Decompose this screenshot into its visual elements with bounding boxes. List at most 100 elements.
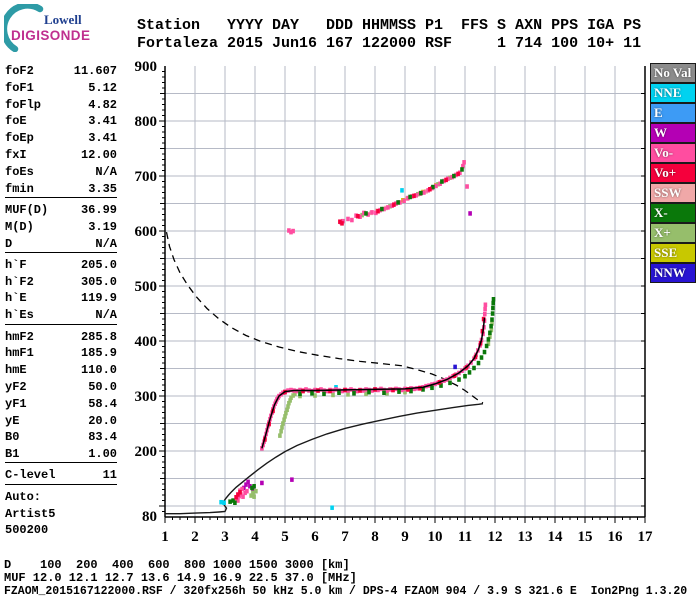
param-value: 3.19 xyxy=(88,219,117,234)
echo-point-x- xyxy=(310,391,314,396)
echo-point-w xyxy=(244,482,248,487)
echo-point-x+ xyxy=(279,429,283,434)
param-value: N/A xyxy=(95,308,117,323)
echo-point-vo- xyxy=(426,188,430,193)
echo-point-vo- xyxy=(454,172,458,178)
param-separator xyxy=(5,483,117,485)
echo-point-vo- xyxy=(245,488,249,494)
echo-point-vo- xyxy=(370,388,374,393)
param-name: hmF1 xyxy=(5,346,34,361)
param-row: Artist5 xyxy=(5,507,117,523)
x-axis-label: 1 xyxy=(161,529,169,545)
param-separator xyxy=(5,323,117,325)
echo-point-vo- xyxy=(385,388,389,393)
echo-point-x+ xyxy=(254,488,258,494)
echo-point-vo- xyxy=(362,210,366,216)
echo-point-x+ xyxy=(293,391,297,397)
echo-point-vo- xyxy=(319,387,323,392)
echo-point-vo+ xyxy=(392,202,396,207)
echo-point-vo- xyxy=(434,183,438,189)
echo-point-x- xyxy=(490,311,495,316)
echo-point-vo- xyxy=(346,216,350,222)
x-axis-label: 6 xyxy=(311,529,319,545)
file-info-row: FZAOM_2015167122000.RSF / 320fx256h 50 k… xyxy=(4,585,688,598)
param-name: yF2 xyxy=(5,379,27,394)
param-name: yF1 xyxy=(5,396,27,411)
echo-point-nne xyxy=(400,188,404,193)
param-value: 3.41 xyxy=(88,131,117,146)
param-value: 36.99 xyxy=(80,202,117,217)
echo-point-x- xyxy=(252,484,256,489)
param-value: 11.607 xyxy=(73,64,117,78)
echo-point-vo- xyxy=(240,486,244,492)
echo-point-x- xyxy=(467,370,472,375)
echo-point-x+ xyxy=(280,425,284,430)
echo-point-x+ xyxy=(346,392,350,397)
echo-point-x+ xyxy=(249,493,253,498)
echo-point-x- xyxy=(322,391,326,397)
echo-point-vo- xyxy=(358,214,362,219)
echo-point-x- xyxy=(460,167,464,172)
echo-point-vo+ xyxy=(412,193,416,199)
param-row: yF1 58.4 xyxy=(5,397,117,413)
echo-point-vo+ xyxy=(456,171,460,177)
param-value: N/A xyxy=(95,236,117,251)
echo-point-vo- xyxy=(450,174,454,180)
echo-point-vo- xyxy=(370,210,374,215)
param-row: h`E 119.9 xyxy=(5,291,117,307)
echo-point-vo- xyxy=(438,181,442,186)
echo-point-vo- xyxy=(402,198,406,204)
echo-point-x+ xyxy=(490,321,494,326)
lowell-digisonde-logo: Lowell DIGISONDE xyxy=(0,2,116,53)
echo-point-x+ xyxy=(313,393,317,398)
x-axis-label: 9 xyxy=(401,529,409,545)
param-value: 119.9 xyxy=(80,291,117,306)
param-separator xyxy=(5,251,117,253)
param-row: h`F 205.0 xyxy=(5,258,117,274)
header-columns-line: Station YYYY DAY DDD HHMMSS P1 FFS S AXN… xyxy=(137,17,642,34)
echo-point-x+ xyxy=(385,391,389,396)
x-axis-label: 8 xyxy=(371,529,379,545)
echo-point-vo- xyxy=(390,203,394,208)
echo-point-x- xyxy=(484,343,489,349)
echo-point-x- xyxy=(491,297,496,302)
echo-point-x- xyxy=(491,300,495,306)
y-axis-label: 80 xyxy=(142,509,157,525)
echo-point-x- xyxy=(250,485,254,491)
echo-point-x+ xyxy=(416,191,420,197)
x-axis-label: 14 xyxy=(548,529,564,545)
station-header: Station YYYY DAY DDD HHMMSS P1 FFS S AXN… xyxy=(137,17,641,53)
param-name: hmF2 xyxy=(5,329,34,344)
header-values-line: Fortaleza 2015 Jun16 167 122000 RSF 1 71… xyxy=(137,35,642,52)
echo-point-vo+ xyxy=(328,388,332,394)
echo-point-vo- xyxy=(386,205,390,210)
x-axis-label: 17 xyxy=(638,529,654,545)
echo-point-vo+ xyxy=(340,221,344,226)
echo-point-vo- xyxy=(483,311,487,317)
muf-row: MUF 12.0 12.1 12.7 13.6 14.9 16.9 22.5 3… xyxy=(4,571,357,585)
echo-point-vo- xyxy=(382,206,386,212)
echo-point-vo- xyxy=(354,213,358,218)
echo-point-x- xyxy=(430,385,434,391)
muf-transmission-curve xyxy=(165,231,484,404)
echo-point-vo- xyxy=(483,306,487,312)
param-value: 58.4 xyxy=(88,396,117,411)
param-value: 305.0 xyxy=(80,274,117,289)
param-value: 4.82 xyxy=(88,97,117,112)
echo-point-vo+ xyxy=(238,490,242,495)
param-row: h`F2 305.0 xyxy=(5,275,117,291)
echo-point-nne xyxy=(222,500,226,505)
param-row: foE 3.41 xyxy=(5,114,117,130)
echo-point-x- xyxy=(439,383,443,388)
y-axis-label: 500 xyxy=(135,279,158,295)
echo-point-x- xyxy=(440,179,444,184)
echo-point-vo- xyxy=(352,388,356,393)
x-axis-label: 13 xyxy=(518,529,533,545)
legend-swatch-x+: X+ xyxy=(650,223,696,243)
echo-point-x- xyxy=(448,380,452,386)
x-axis-label: 3 xyxy=(221,529,229,545)
param-name: MUF(D) xyxy=(5,202,49,217)
param-name: h`Es xyxy=(5,308,34,323)
x-axis-label: 2 xyxy=(191,529,199,545)
echo-point-vo- xyxy=(291,228,295,234)
